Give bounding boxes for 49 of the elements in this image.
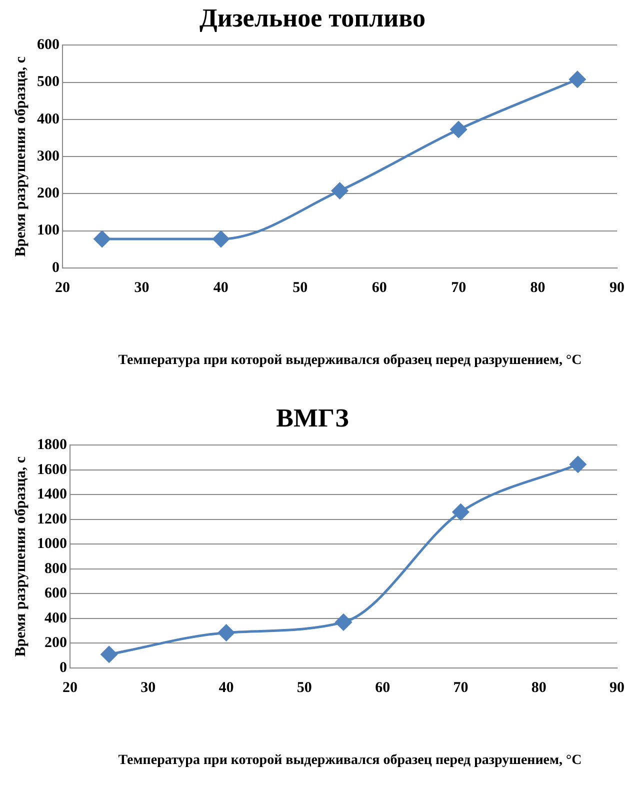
y-tick-label: 400: [37, 111, 60, 128]
point: [218, 624, 235, 641]
point: [332, 182, 348, 200]
y-tick-label: 800: [44, 560, 67, 577]
point: [94, 230, 110, 248]
chart-title: ВМГЗ: [276, 403, 350, 432]
x-tick-label: 80: [531, 680, 546, 696]
point: [212, 230, 230, 248]
x-tick-label: 30: [140, 680, 156, 696]
point: [569, 71, 586, 88]
x-tick-label: 50: [292, 280, 308, 296]
x-tick-label: 70: [451, 280, 466, 296]
point: [450, 121, 467, 138]
y-tick-label: 500: [37, 74, 60, 90]
y-tick-label: 300: [37, 148, 60, 164]
x-tick-label: 60: [372, 280, 387, 296]
y-axis-title: Время разрушения образца, с: [12, 56, 29, 257]
x-tick-label: 90: [610, 680, 624, 696]
y-tick-label: 0: [52, 260, 60, 276]
y-tick-label: 0: [60, 660, 67, 676]
point: [452, 504, 469, 520]
x-tick-label: 20: [55, 280, 70, 296]
y-tick-label: 100: [37, 222, 60, 239]
x-axis-title: Температура при которой выдерживался образец перед разрушением, °C: [117, 352, 583, 370]
y-tick-label: 400: [44, 610, 67, 626]
point: [570, 456, 586, 473]
chart-title: Дизельное топливо: [199, 3, 426, 32]
y-tick-label: 600: [44, 586, 67, 602]
x-tick-label: 50: [296, 680, 312, 696]
point: [100, 646, 118, 663]
y-tick-label: 600: [37, 37, 60, 54]
x-tick-label: 40: [213, 280, 228, 296]
x-tick-label: 40: [218, 680, 234, 696]
y-axis-title: Время разрушения образца, с: [12, 456, 29, 657]
x-tick-label: 30: [134, 280, 150, 296]
y-tick-label: 1600: [37, 462, 67, 478]
x-tick-label: 70: [453, 680, 468, 696]
x-tick-label: 20: [62, 680, 78, 696]
point: [335, 614, 352, 630]
x-tick-label: 60: [375, 680, 390, 696]
y-tick-label: 1400: [37, 486, 67, 503]
y-tick-label: 200: [37, 186, 60, 202]
x-axis-title: Температура при которой выдерживался образец перед разрушением, °C: [117, 752, 583, 770]
y-tick-label: 200: [44, 635, 67, 652]
y-tick-label: 1800: [37, 437, 67, 454]
x-tick-label: 90: [610, 280, 624, 296]
x-tick-label: 80: [530, 280, 546, 296]
y-tick-label: 1200: [37, 511, 67, 528]
y-tick-label: 1000: [37, 536, 67, 552]
